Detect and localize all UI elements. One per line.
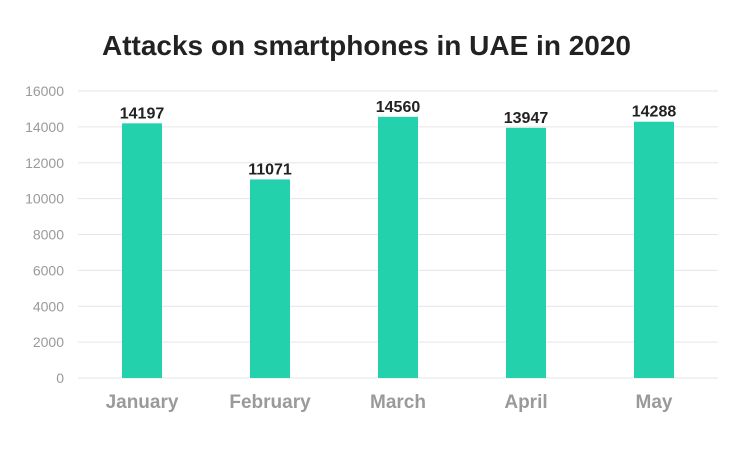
x-axis-categories: January February March April May	[106, 392, 673, 413]
x-category-label: May	[636, 392, 673, 413]
bars	[122, 116, 674, 379]
data-label: 11071	[248, 161, 292, 178]
data-label: 13947	[504, 110, 549, 127]
data-label: 14560	[376, 99, 421, 116]
x-category-label: March	[370, 392, 426, 413]
bar	[506, 127, 546, 379]
y-tick-label: 8000	[33, 227, 64, 243]
data-label: 14197	[120, 105, 165, 122]
x-category-label: January	[106, 392, 179, 413]
x-category-label: February	[229, 392, 311, 413]
y-tick-label: 4000	[33, 298, 64, 314]
y-tick-label: 2000	[33, 334, 64, 350]
bar	[634, 121, 674, 379]
bar	[122, 123, 162, 379]
y-tick-label: 10000	[25, 191, 64, 207]
data-labels: 14197 11071 14560 13947 14288	[120, 99, 677, 179]
y-tick-label: 0	[56, 370, 64, 386]
y-tick-label: 6000	[33, 262, 64, 278]
y-tick-label: 12000	[25, 155, 64, 171]
bar	[250, 179, 290, 378]
y-tick-label: 14000	[25, 119, 64, 135]
bar	[378, 116, 418, 378]
y-axis-ticks: 0 2000 4000 6000 8000 10000 12000 14000 16000	[25, 83, 64, 386]
y-tick-label: 16000	[25, 83, 64, 99]
chart-title: Attacks on smartphones in UAE in 2020	[101, 30, 632, 61]
x-category-label: April	[504, 392, 547, 413]
data-label: 14288	[632, 104, 677, 121]
